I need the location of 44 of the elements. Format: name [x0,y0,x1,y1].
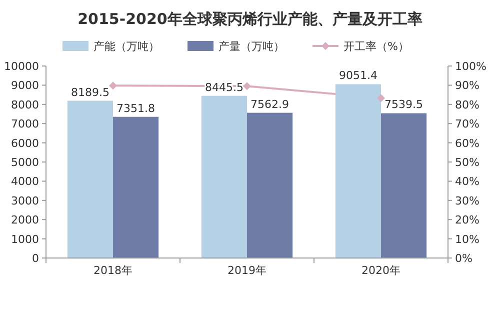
bar [201,96,247,258]
point [109,82,117,90]
chart-title: 2015-2020年全球聚丙烯行业产能、产量及开工率 [78,10,422,28]
bar [247,112,293,258]
y-tick-label: 10000 [4,60,39,73]
x-tick-label: 2020年 [362,264,400,277]
y-tick-label: 5000 [11,156,39,169]
data-label: 8189.5 [70,86,110,99]
data-label: 9051.4 [338,69,378,82]
y2-tick-label: 80% [455,98,480,112]
y2-tick-label: 60% [455,136,480,150]
y2-tick-label: 20% [455,214,480,227]
y-tick-label: 2000 [11,214,39,227]
point [243,82,251,90]
legend-label: 开工率（%） [344,40,409,53]
y-tick-label: 3000 [11,194,39,208]
y2-tick-label: 10% [455,232,480,246]
x-tick-label: 2019年 [228,264,266,277]
y2-tick-label: 100% [455,60,486,73]
bar [67,100,113,258]
data-label: 7539.5 [384,98,424,112]
y2-tick-label: 40% [455,175,480,188]
bar [335,84,381,258]
legend-label: 产量（万吨） [218,40,284,53]
y-tick-label: 7000 [11,118,39,131]
y-tick-label: 8000 [11,98,39,112]
data-label: 7562.9 [250,98,290,111]
x-tick-label: 2018年 [94,264,132,277]
data-label: 7351.8 [116,102,156,115]
y2-tick-label: 50% [455,156,480,169]
y2-tick-label: 30% [455,194,480,208]
y2-tick-label: 90% [455,79,480,92]
point [377,94,385,102]
bar [381,113,427,258]
y2-tick-label: 70% [455,118,480,131]
y-tick-label: 1000 [11,232,39,246]
y2-tick-label: 0% [455,252,472,265]
y-tick-label: 9000 [11,79,39,92]
y-tick-label: 4000 [11,175,39,188]
data-label: 8445.5 [204,80,244,94]
y-tick-label: 6000 [11,136,39,150]
y-tick-label: 0 [32,252,39,265]
bar [113,116,159,258]
legend-label: 产能（万吨） [94,40,160,53]
